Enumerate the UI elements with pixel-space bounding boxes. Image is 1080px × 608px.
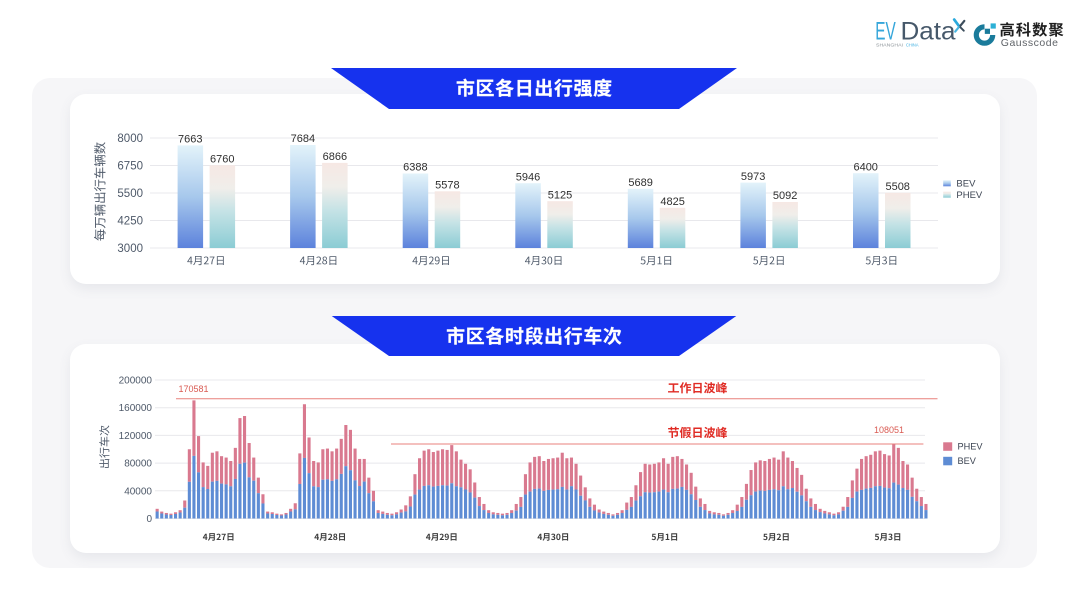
svg-text:160000: 160000: [119, 403, 153, 414]
svg-text:6400: 6400: [853, 161, 877, 173]
svg-text:5578: 5578: [435, 180, 459, 192]
svg-text:5973: 5973: [741, 171, 765, 183]
svg-text:6750: 6750: [117, 161, 143, 173]
svg-text:6866: 6866: [323, 151, 347, 163]
svg-text:200000: 200000: [119, 376, 153, 387]
svg-text:PHEV: PHEV: [956, 190, 983, 201]
svg-text:4825: 4825: [660, 196, 684, 208]
svg-text:6760: 6760: [210, 154, 234, 166]
svg-text:5500: 5500: [117, 188, 143, 200]
svg-text:CHINA: CHINA: [906, 43, 919, 48]
svg-text:0: 0: [146, 514, 152, 525]
svg-text:BEV: BEV: [958, 456, 977, 466]
svg-text:BEV: BEV: [956, 178, 976, 189]
svg-text:4250: 4250: [117, 216, 143, 228]
svg-text:120000: 120000: [119, 431, 153, 442]
svg-text:5508: 5508: [885, 181, 909, 193]
svg-text:6388: 6388: [403, 162, 427, 174]
svg-text:40000: 40000: [124, 486, 152, 497]
svg-text:5092: 5092: [773, 190, 797, 202]
svg-text:5125: 5125: [548, 189, 572, 201]
svg-text:5689: 5689: [628, 177, 652, 189]
svg-text:7684: 7684: [291, 133, 315, 145]
svg-text:8000: 8000: [117, 133, 143, 145]
svg-text:3000: 3000: [117, 243, 143, 255]
svg-text:Data: Data: [901, 17, 956, 45]
svg-text:7663: 7663: [178, 134, 202, 146]
svg-text:108051: 108051: [874, 425, 904, 435]
svg-text:EV: EV: [875, 17, 896, 45]
svg-text:80000: 80000: [124, 459, 152, 470]
svg-text:SHANGHAI: SHANGHAI: [876, 43, 903, 48]
svg-text:Gausscode: Gausscode: [1001, 37, 1059, 49]
svg-text:PHEV: PHEV: [958, 442, 984, 452]
svg-text:5946: 5946: [516, 171, 540, 183]
svg-text:170581: 170581: [179, 384, 209, 394]
